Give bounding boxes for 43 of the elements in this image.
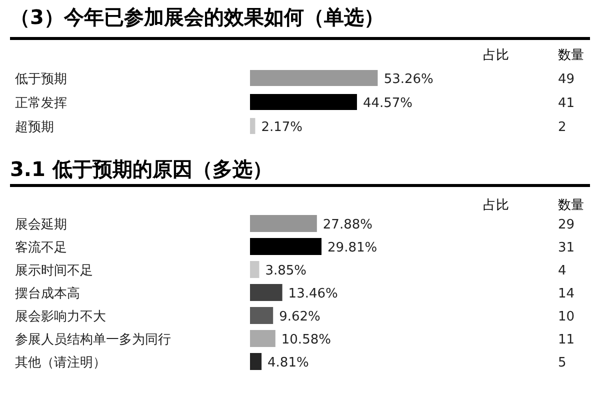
text: 占比 bbox=[483, 47, 509, 64]
y-tick-label: 低于预期 bbox=[15, 72, 67, 87]
y-tick-label: 客流不足 bbox=[15, 239, 67, 255]
text: 49 bbox=[558, 72, 575, 87]
y-tick-label: 展示时间不足 bbox=[15, 263, 93, 278]
data-label: 29.81% bbox=[328, 240, 378, 255]
data-label: 2.17% bbox=[261, 120, 303, 135]
y-tick-label: 参展人员结构单一多为同行 bbox=[15, 332, 171, 347]
data-label: 53.26% bbox=[384, 72, 434, 87]
text: 2 bbox=[558, 120, 566, 135]
text: 11 bbox=[558, 332, 575, 347]
data-label: 3.85% bbox=[265, 263, 307, 278]
data-label: 44.57% bbox=[362, 96, 413, 111]
bar bbox=[250, 330, 276, 346]
text: 41 bbox=[558, 96, 575, 111]
y-tick-label: 摆台成本高 bbox=[15, 285, 80, 301]
chart-title: （3）今年已参加展会的效果如何（单选） bbox=[10, 4, 384, 31]
text: 5 bbox=[558, 355, 566, 370]
text: 数量 bbox=[558, 197, 584, 214]
text: 10 bbox=[558, 309, 575, 324]
y-tick-label: 其他（请注明） bbox=[15, 355, 106, 370]
y-tick-label: 展会影响力不大 bbox=[15, 309, 106, 324]
y-tick-label: 展会延期 bbox=[15, 217, 67, 232]
bar bbox=[250, 238, 322, 254]
data-label: 9.62% bbox=[279, 309, 320, 324]
bar bbox=[250, 306, 274, 324]
text: 4 bbox=[558, 263, 566, 278]
bar bbox=[250, 352, 262, 370]
text: 数量 bbox=[558, 47, 584, 64]
y-tick-label: 超预期 bbox=[15, 120, 54, 135]
text: 14 bbox=[558, 286, 575, 301]
chart-title: 3.1 低于预期的原因（多选） bbox=[10, 156, 272, 183]
bar bbox=[250, 284, 282, 300]
data-label: 4.81% bbox=[268, 355, 309, 370]
text: 占比 bbox=[483, 197, 509, 214]
data-label: 13.46% bbox=[288, 286, 338, 301]
text: 29 bbox=[558, 217, 575, 232]
bar bbox=[250, 260, 260, 278]
data-label: 10.58% bbox=[281, 332, 331, 347]
y-tick-label: 正常发挥 bbox=[15, 96, 67, 111]
text: 31 bbox=[558, 240, 575, 255]
data-label: 27.88% bbox=[322, 217, 372, 232]
bar bbox=[250, 214, 317, 232]
